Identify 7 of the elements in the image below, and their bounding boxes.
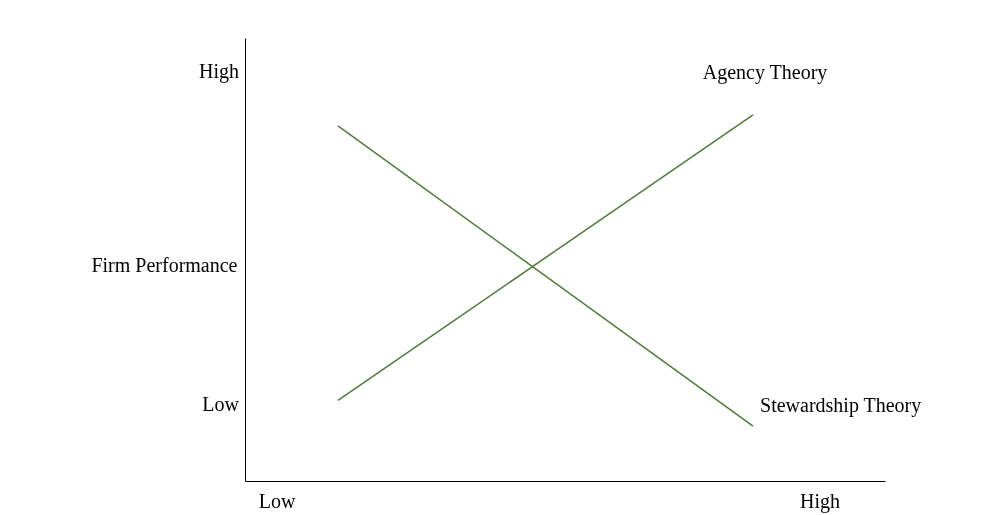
text: Agency Theory	[702, 60, 828, 84]
y-axis-title: Firm Performance	[91, 253, 238, 276]
text: Low	[258, 490, 296, 512]
text: High	[800, 490, 840, 513]
text: High	[199, 60, 239, 83]
series-label: Stewardship Theory	[760, 394, 922, 418]
text: Low	[202, 393, 240, 415]
